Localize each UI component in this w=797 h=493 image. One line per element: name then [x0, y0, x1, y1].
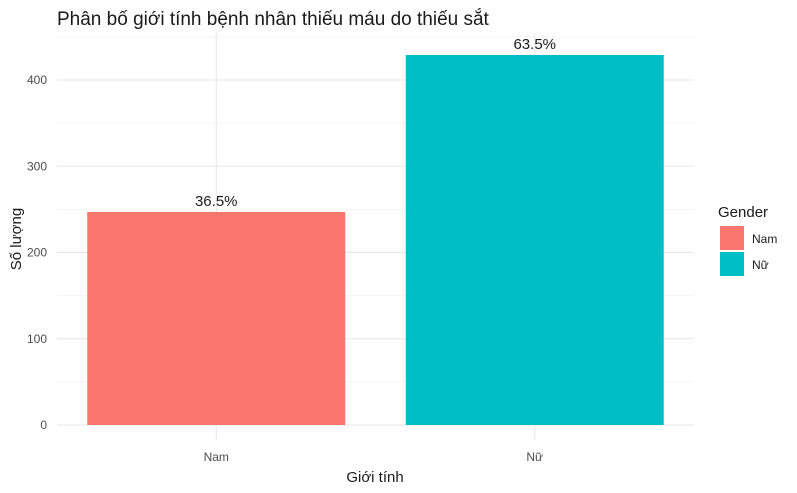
- y-axis-tick-labels: 0 100 200 300 400: [27, 73, 47, 432]
- bar-nữ: [405, 54, 664, 426]
- x-tick-label: Nam: [204, 450, 229, 464]
- y-tick-label: 0: [40, 418, 47, 432]
- x-tick-label: Nữ: [526, 450, 543, 464]
- bars: 36.5% 63.5%: [87, 36, 664, 426]
- legend-title: Gender: [718, 204, 768, 221]
- y-tick-label: 200: [27, 246, 47, 260]
- y-tick-label: 300: [27, 159, 47, 173]
- y-tick-label: 400: [27, 73, 47, 87]
- chart-title: Phân bố giới tính bệnh nhân thiếu máu do…: [57, 8, 490, 30]
- bar-data-label: 36.5%: [195, 193, 238, 210]
- x-axis-tick-labels: Nam Nữ: [204, 450, 544, 464]
- legend-swatch: [720, 226, 744, 250]
- y-tick-label: 100: [27, 332, 47, 346]
- legend: Gender Nam Nữ: [718, 204, 777, 276]
- bar-data-label: 63.5%: [513, 36, 556, 53]
- bar-nam: [87, 211, 346, 425]
- y-axis-title: Số lượng: [8, 208, 25, 270]
- legend-swatch: [720, 252, 744, 276]
- legend-label: Nữ: [752, 258, 769, 272]
- x-axis-title: Giới tính: [346, 469, 403, 486]
- legend-label: Nam: [752, 232, 777, 246]
